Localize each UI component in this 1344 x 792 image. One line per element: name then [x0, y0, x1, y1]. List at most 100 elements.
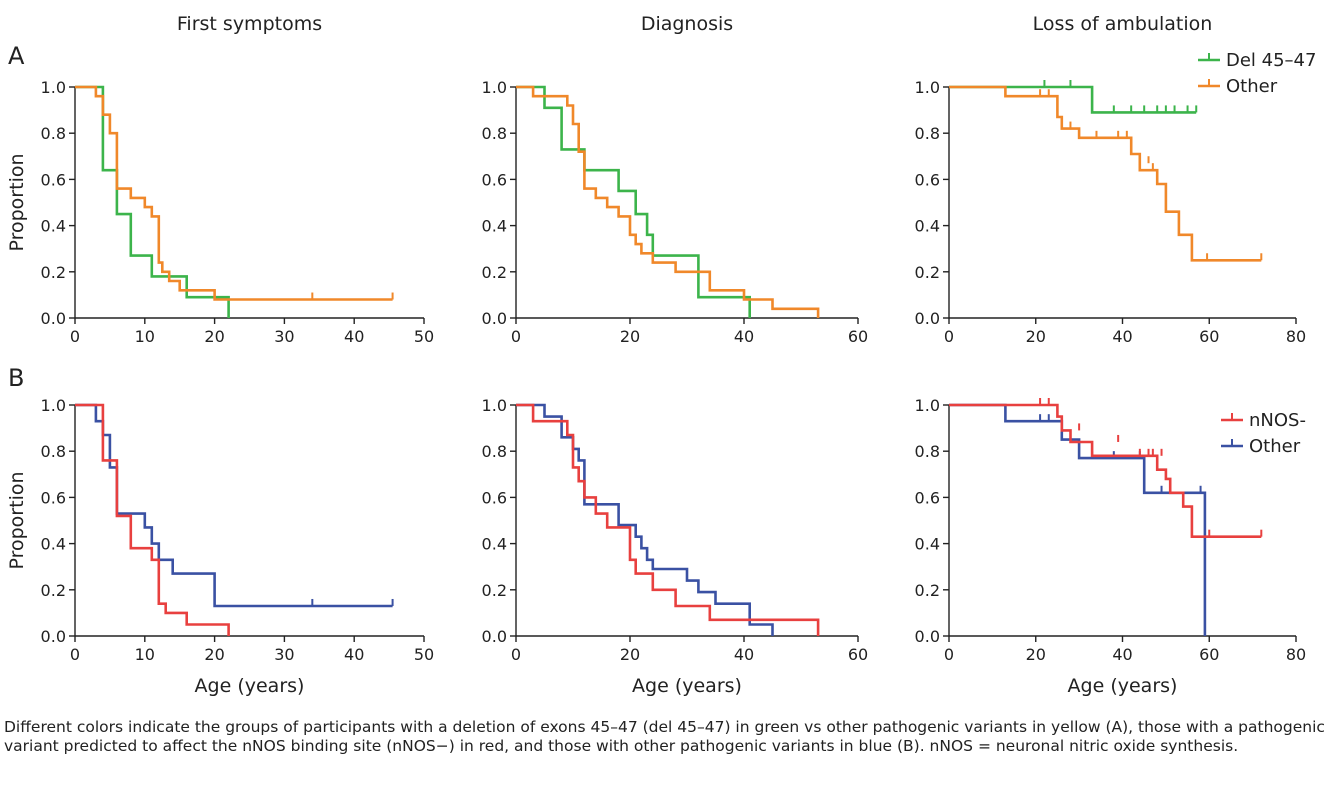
x-tick-label: 0	[70, 327, 80, 346]
y-tick-label: 0.4	[915, 535, 940, 554]
y-tick-label: 0.2	[41, 263, 66, 282]
column-title: Loss of ambulation	[1033, 13, 1213, 35]
x-tick-label: 60	[848, 645, 868, 664]
km-curve-other_a	[949, 85, 1262, 262]
y-tick-label: 0.4	[482, 535, 507, 554]
y-tick-label: 0.8	[915, 442, 940, 461]
x-tick-label: 20	[620, 645, 640, 664]
x-tick-label: 40	[344, 645, 364, 664]
km-curve-nnos	[949, 403, 1262, 539]
x-tick-label: 0	[944, 645, 954, 664]
x-tick-label: 30	[274, 645, 294, 664]
km-curve-other_b	[75, 403, 393, 608]
km-curve-nnos	[75, 403, 230, 636]
y-tick-label: 1.0	[482, 396, 507, 415]
km-panel-4: 0.0 0.2 0.4 0.6 0.8 1.0 0 10 20 30 40 50 Proportion A…	[6, 396, 434, 697]
x-tick-label: 30	[274, 327, 294, 346]
y-tick-label: 0.8	[915, 124, 940, 143]
legend-label: Other	[1226, 76, 1278, 97]
y-tick-label: 0.4	[41, 535, 66, 554]
x-tick-label: 20	[620, 327, 640, 346]
y-tick-label: 0.0	[482, 627, 507, 646]
y-tick-label: 0.8	[482, 124, 507, 143]
y-axis-label: Proportion	[6, 153, 28, 251]
y-tick-label: 0.2	[915, 581, 940, 600]
x-axis-label: Age (years)	[195, 675, 305, 697]
y-tick-label: 0.0	[41, 309, 66, 328]
x-tick-label: 80	[1286, 327, 1306, 346]
y-tick-label: 0.0	[482, 309, 507, 328]
km-curve-del	[949, 85, 1197, 114]
y-tick-label: 1.0	[41, 78, 66, 97]
km-curve-other_b	[516, 403, 774, 636]
y-tick-label: 1.0	[915, 78, 940, 97]
x-tick-label: 40	[1112, 327, 1132, 346]
x-tick-label: 0	[511, 327, 521, 346]
x-tick-label: 80	[1286, 645, 1306, 664]
x-tick-label: 0	[511, 645, 521, 664]
km-panel-3: Loss of ambulation 0.0 0.2 0.4 0.6 0.8 1.0 0 20 4…	[915, 13, 1317, 346]
column-title: Diagnosis	[641, 13, 733, 35]
km-panel-6: 0.0 0.2 0.4 0.6 0.8 1.0 0 20 40 60 80 Age (years) nN…	[915, 396, 1307, 697]
x-tick-label: 40	[1112, 645, 1132, 664]
x-tick-label: 50	[414, 327, 434, 346]
y-tick-label: 0.2	[915, 263, 940, 282]
km-curve-del	[516, 85, 752, 318]
x-axis-label: Age (years)	[1068, 675, 1178, 697]
x-axis-label: Age (years)	[632, 675, 742, 697]
y-tick-label: 0.6	[41, 170, 66, 189]
legend-label: Del 45–47	[1226, 50, 1316, 71]
y-tick-label: 0.2	[482, 263, 507, 282]
panel-a-letter: A	[8, 42, 25, 70]
y-tick-label: 0.6	[915, 170, 940, 189]
x-tick-label: 20	[204, 645, 224, 664]
y-tick-label: 0.6	[915, 488, 940, 507]
km-panel-5: 0.0 0.2 0.4 0.6 0.8 1.0 0 20 40 60 Age (years)	[482, 396, 869, 697]
y-tick-label: 1.0	[41, 396, 66, 415]
x-tick-label: 0	[944, 327, 954, 346]
y-tick-label: 0.4	[41, 217, 66, 236]
y-axis-label: Proportion	[6, 471, 28, 569]
x-tick-label: 10	[135, 327, 155, 346]
km-curve-other_b	[949, 403, 1207, 636]
x-tick-label: 40	[734, 645, 754, 664]
legend-label: Other	[1249, 436, 1301, 457]
column-title: First symptoms	[177, 13, 322, 35]
y-tick-label: 0.4	[482, 217, 507, 236]
km-panel-1: First symptoms 0.0 0.2 0.4 0.6 0.8 1.0 0 10 20 30 4…	[6, 13, 434, 346]
km-curve-nnos	[516, 403, 820, 636]
y-tick-label: 0.6	[482, 170, 507, 189]
x-tick-label: 0	[70, 645, 80, 664]
km-panel-2: Diagnosis 0.0 0.2 0.4 0.6 0.8 1.0 0 20 40 60	[482, 13, 869, 346]
x-tick-label: 20	[204, 327, 224, 346]
x-tick-label: 20	[1026, 645, 1046, 664]
x-tick-label: 60	[1199, 645, 1219, 664]
y-tick-label: 0.2	[482, 581, 507, 600]
km-curve-other_a	[75, 85, 393, 301]
figure-caption: Different colors indicate the groups of …	[4, 718, 1325, 755]
x-tick-label: 20	[1026, 327, 1046, 346]
y-tick-label: 0.6	[482, 488, 507, 507]
y-tick-label: 1.0	[915, 396, 940, 415]
y-tick-label: 0.4	[915, 217, 940, 236]
y-tick-label: 0.2	[41, 581, 66, 600]
y-tick-label: 0.8	[41, 442, 66, 461]
x-tick-label: 10	[135, 645, 155, 664]
x-tick-label: 40	[734, 327, 754, 346]
x-tick-label: 60	[848, 327, 868, 346]
x-tick-label: 40	[344, 327, 364, 346]
x-tick-label: 60	[1199, 327, 1219, 346]
km-curve-del	[75, 85, 230, 318]
y-tick-label: 0.8	[41, 124, 66, 143]
y-tick-label: 1.0	[482, 78, 507, 97]
y-tick-label: 0.8	[482, 442, 507, 461]
y-tick-label: 0.0	[915, 627, 940, 646]
km-curve-other_a	[516, 85, 820, 318]
y-tick-label: 0.0	[915, 309, 940, 328]
x-tick-label: 50	[414, 645, 434, 664]
panel-b-letter: B	[8, 364, 24, 392]
y-tick-label: 0.6	[41, 488, 66, 507]
legend-label: nNOS-	[1249, 410, 1306, 431]
y-tick-label: 0.0	[41, 627, 66, 646]
